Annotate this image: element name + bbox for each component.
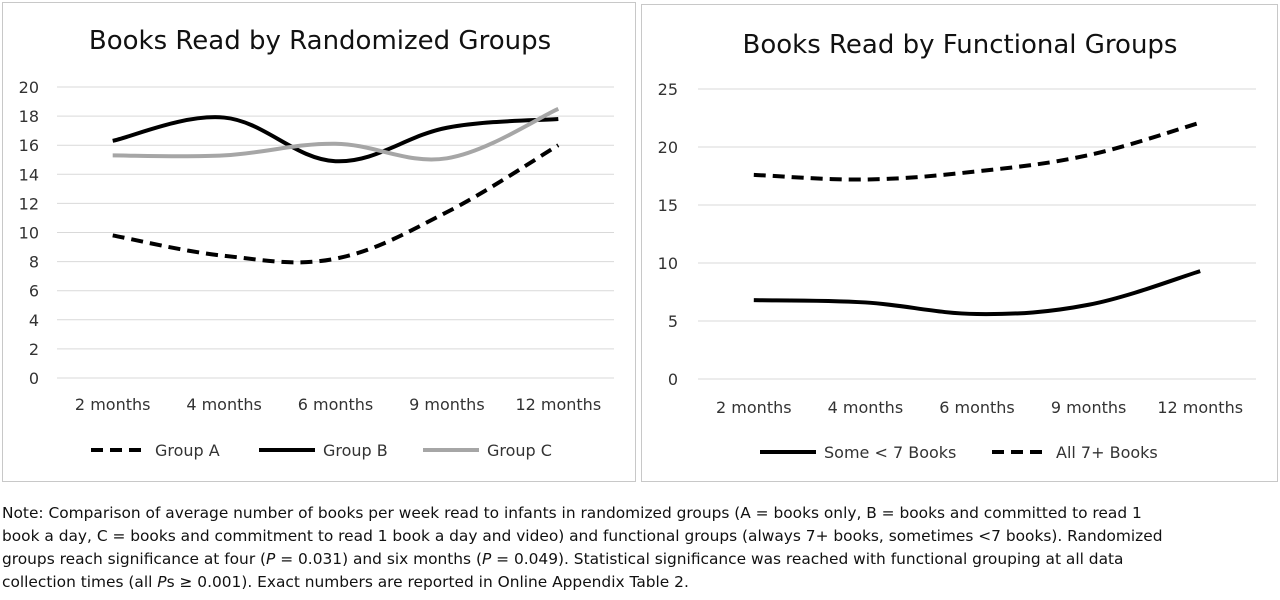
y-tick-label: 4 — [29, 311, 39, 330]
note-line-3: groups reach significance at four (P = 0… — [2, 548, 1278, 571]
x-tick-label: 12 months — [1157, 398, 1243, 417]
y-tick-label: 25 — [658, 80, 678, 99]
y-tick-label: 5 — [668, 312, 678, 331]
y-tick-label: 20 — [19, 78, 39, 97]
y-tick-label: 20 — [658, 138, 678, 157]
y-tick-label: 8 — [29, 253, 39, 272]
series-line-group-c — [112, 106, 560, 162]
series-line-group-b — [112, 115, 559, 164]
note-text: = 0.031) and six months ( — [275, 550, 482, 568]
randomized-groups-chart-panel: Books Read by Randomized Groups 0 2 4 6 8 10 12… — [2, 2, 636, 482]
x-tick-label: 9 months — [409, 395, 485, 414]
x-tick-label: 12 months — [515, 395, 601, 414]
x-tick-label: 6 months — [939, 398, 1015, 417]
p-symbol: P — [157, 573, 167, 591]
functional-groups-chart: Books Read by Functional Groups 0 5 10 15 20 2… — [658, 30, 1256, 462]
x-tick-label: 2 months — [716, 398, 792, 417]
y-tick-label: 15 — [658, 196, 678, 215]
series-line-some-7-books — [753, 269, 1201, 317]
note-text: collection times (all — [2, 573, 158, 591]
x-tick-label: 6 months — [298, 395, 374, 414]
y-tick-label: 10 — [658, 254, 678, 273]
x-tick-label: 2 months — [75, 395, 151, 414]
y-tick-label: 0 — [668, 370, 678, 389]
x-tick-label: 9 months — [1051, 398, 1127, 417]
series-line-all-7-books — [753, 120, 1201, 182]
note-line-4: collection times (all Ps ≥ 0.001). Exact… — [2, 571, 1278, 594]
y-tick-label: 2 — [29, 340, 39, 359]
y-tick-label: 12 — [19, 194, 39, 213]
chart-title: Books Read by Randomized Groups — [89, 26, 551, 56]
series-line-group-a — [112, 143, 560, 265]
y-tick-label: 16 — [19, 136, 39, 155]
note-line-1: Note: Comparison of average number of bo… — [2, 502, 1278, 525]
note-text: book a day, C = books and commitment to … — [2, 527, 1163, 545]
y-tick-label: 10 — [19, 224, 39, 243]
legend-label: Some < 7 Books — [824, 443, 956, 462]
note-text: s ≥ 0.001). Exact numbers are reported i… — [166, 573, 689, 591]
y-tick-label: 18 — [19, 107, 39, 126]
functional-groups-chart-panel: Books Read by Functional Groups 0 5 10 15 20 2… — [641, 4, 1278, 482]
p-symbol: P — [266, 550, 276, 568]
chart-title: Books Read by Functional Groups — [743, 30, 1178, 60]
legend-label: Group B — [323, 441, 388, 460]
note-text: groups reach significance at four ( — [2, 550, 267, 568]
y-tick-label: 0 — [29, 369, 39, 388]
legend-label: Group A — [155, 441, 220, 460]
x-tick-label: 4 months — [828, 398, 904, 417]
legend-label: All 7+ Books — [1056, 443, 1158, 462]
p-symbol: P — [481, 550, 492, 568]
x-tick-label: 4 months — [186, 395, 262, 414]
note-text: = 0.049). Statistical significance was r… — [491, 550, 1124, 568]
note-text: Note: Comparison of average number of bo… — [2, 504, 1142, 522]
randomized-groups-chart: Books Read by Randomized Groups 0 2 4 6 8 10 12… — [19, 26, 614, 460]
figure-note: Note: Comparison of average number of bo… — [2, 502, 1278, 594]
y-tick-label: 6 — [29, 282, 39, 301]
legend-label: Group C — [487, 441, 552, 460]
y-tick-label: 14 — [19, 165, 39, 184]
note-line-2: book a day, C = books and commitment to … — [2, 525, 1278, 548]
